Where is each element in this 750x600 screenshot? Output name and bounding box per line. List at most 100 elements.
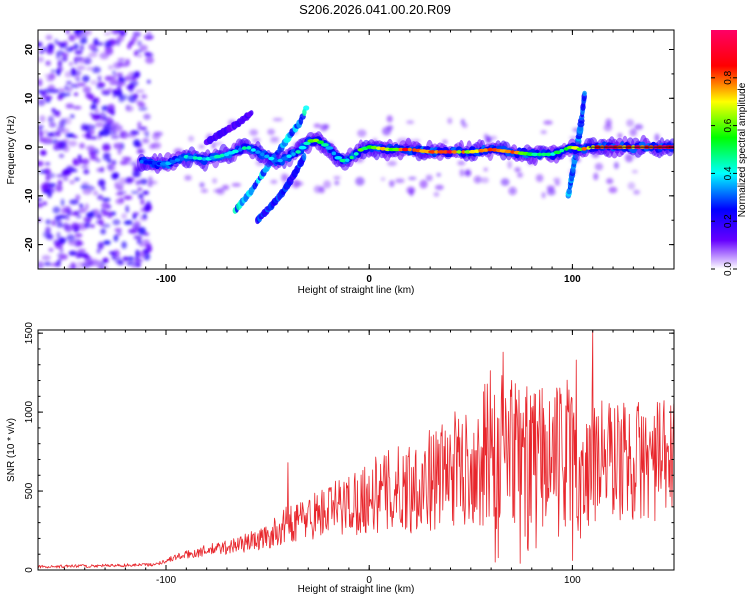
noise-blob [79, 44, 85, 51]
faint-blob [541, 192, 546, 199]
y-tick-label: 1500 [24, 322, 35, 345]
noise-blob [137, 40, 142, 47]
y-tick-label: -20 [24, 237, 35, 252]
ridge-core [192, 156, 198, 160]
noise-blob [93, 148, 99, 156]
x-tick-label: 0 [366, 274, 372, 285]
ridge-core [213, 154, 222, 159]
noise-blob [39, 169, 47, 174]
faint-blob [249, 129, 259, 136]
ridge-core [559, 148, 565, 153]
faint-blob [395, 178, 405, 184]
noise-blob [142, 190, 149, 195]
noise-blob [65, 30, 70, 35]
faint-blob [514, 167, 521, 173]
faint-blob [540, 130, 547, 135]
faint-blob [216, 187, 225, 195]
ridge-core [402, 147, 409, 152]
ridge-core [237, 147, 243, 152]
noise-blob [90, 80, 98, 85]
noise-blob [42, 201, 48, 206]
faint-blob [634, 124, 644, 130]
noise-blob [77, 154, 82, 160]
noise-blob [55, 130, 61, 137]
noise-blob [125, 205, 130, 214]
noise-blob [61, 207, 67, 215]
noise-blob [43, 95, 53, 100]
noise-blob [93, 190, 99, 196]
colorbar-tick-label: 0.8 [723, 70, 734, 84]
noise-blob [87, 94, 95, 101]
noise-blob [100, 228, 106, 235]
faint-blob [500, 178, 510, 186]
noise-blob [68, 34, 76, 42]
noise-blob [143, 243, 151, 247]
noise-blob [56, 174, 64, 178]
y-tick-label: 1000 [24, 401, 35, 424]
noise-blob [85, 145, 96, 151]
noise-blob [57, 179, 63, 186]
noise-blob [62, 144, 70, 153]
noise-blob [72, 135, 78, 139]
noise-blob [56, 125, 65, 132]
noise-blob [62, 176, 69, 182]
x-tick-label: -100 [156, 575, 176, 586]
noise-blob [135, 249, 140, 258]
faint-blob [433, 191, 440, 197]
y-tick-label: 10 [24, 92, 35, 104]
branch-blob [303, 105, 310, 111]
faint-blob [270, 136, 280, 141]
noise-blob [45, 226, 51, 234]
ridge-core [537, 152, 542, 157]
noise-blob [84, 203, 89, 211]
noise-blob [140, 198, 145, 206]
faint-blob [269, 139, 280, 144]
noise-blob [75, 214, 83, 219]
faint-blob [473, 175, 482, 184]
branches [203, 90, 587, 225]
faint-blob [608, 186, 618, 194]
faint-blob [507, 160, 512, 169]
noise-blob [115, 192, 124, 196]
colorbar-tick-label: 0.2 [723, 214, 734, 228]
noise-blob [101, 202, 110, 210]
noise-blob [135, 89, 145, 93]
noise-blob [128, 83, 135, 90]
ridge-core [250, 148, 256, 152]
noise-blob [74, 233, 83, 238]
noise-blob [76, 266, 81, 269]
faint-blob [334, 180, 340, 186]
faint-blob [221, 184, 230, 191]
ridge-core [286, 154, 292, 158]
noise-blob [120, 31, 126, 37]
noise-blob [130, 130, 140, 135]
noise-blob [68, 61, 74, 67]
ridge-core [174, 158, 181, 162]
noise-blob [98, 131, 103, 137]
noise-blob [137, 121, 142, 129]
ridge-core [295, 150, 301, 154]
noise-blob [56, 222, 64, 228]
noise-blob [128, 76, 137, 80]
noise-blob [142, 213, 147, 220]
noise-blob [91, 66, 101, 74]
noise-blob [125, 105, 134, 112]
noise-blob [45, 137, 53, 144]
noise-blob [38, 197, 43, 202]
noise-blob [47, 191, 52, 198]
noise-blob [146, 31, 152, 36]
x-tick-label: 0 [366, 575, 372, 586]
faint-blob [484, 135, 492, 144]
noise-blob [129, 161, 138, 166]
noise-blob [53, 239, 60, 246]
faint-blob [425, 174, 433, 182]
noise-blob [144, 204, 150, 211]
noise-blob [82, 86, 91, 94]
noise-blob [60, 198, 65, 207]
noise-blob [121, 241, 127, 249]
spectrogram-ylabel: Frequency (Hz) [6, 116, 17, 185]
ridge-core [246, 146, 252, 150]
snr-content [38, 330, 674, 569]
